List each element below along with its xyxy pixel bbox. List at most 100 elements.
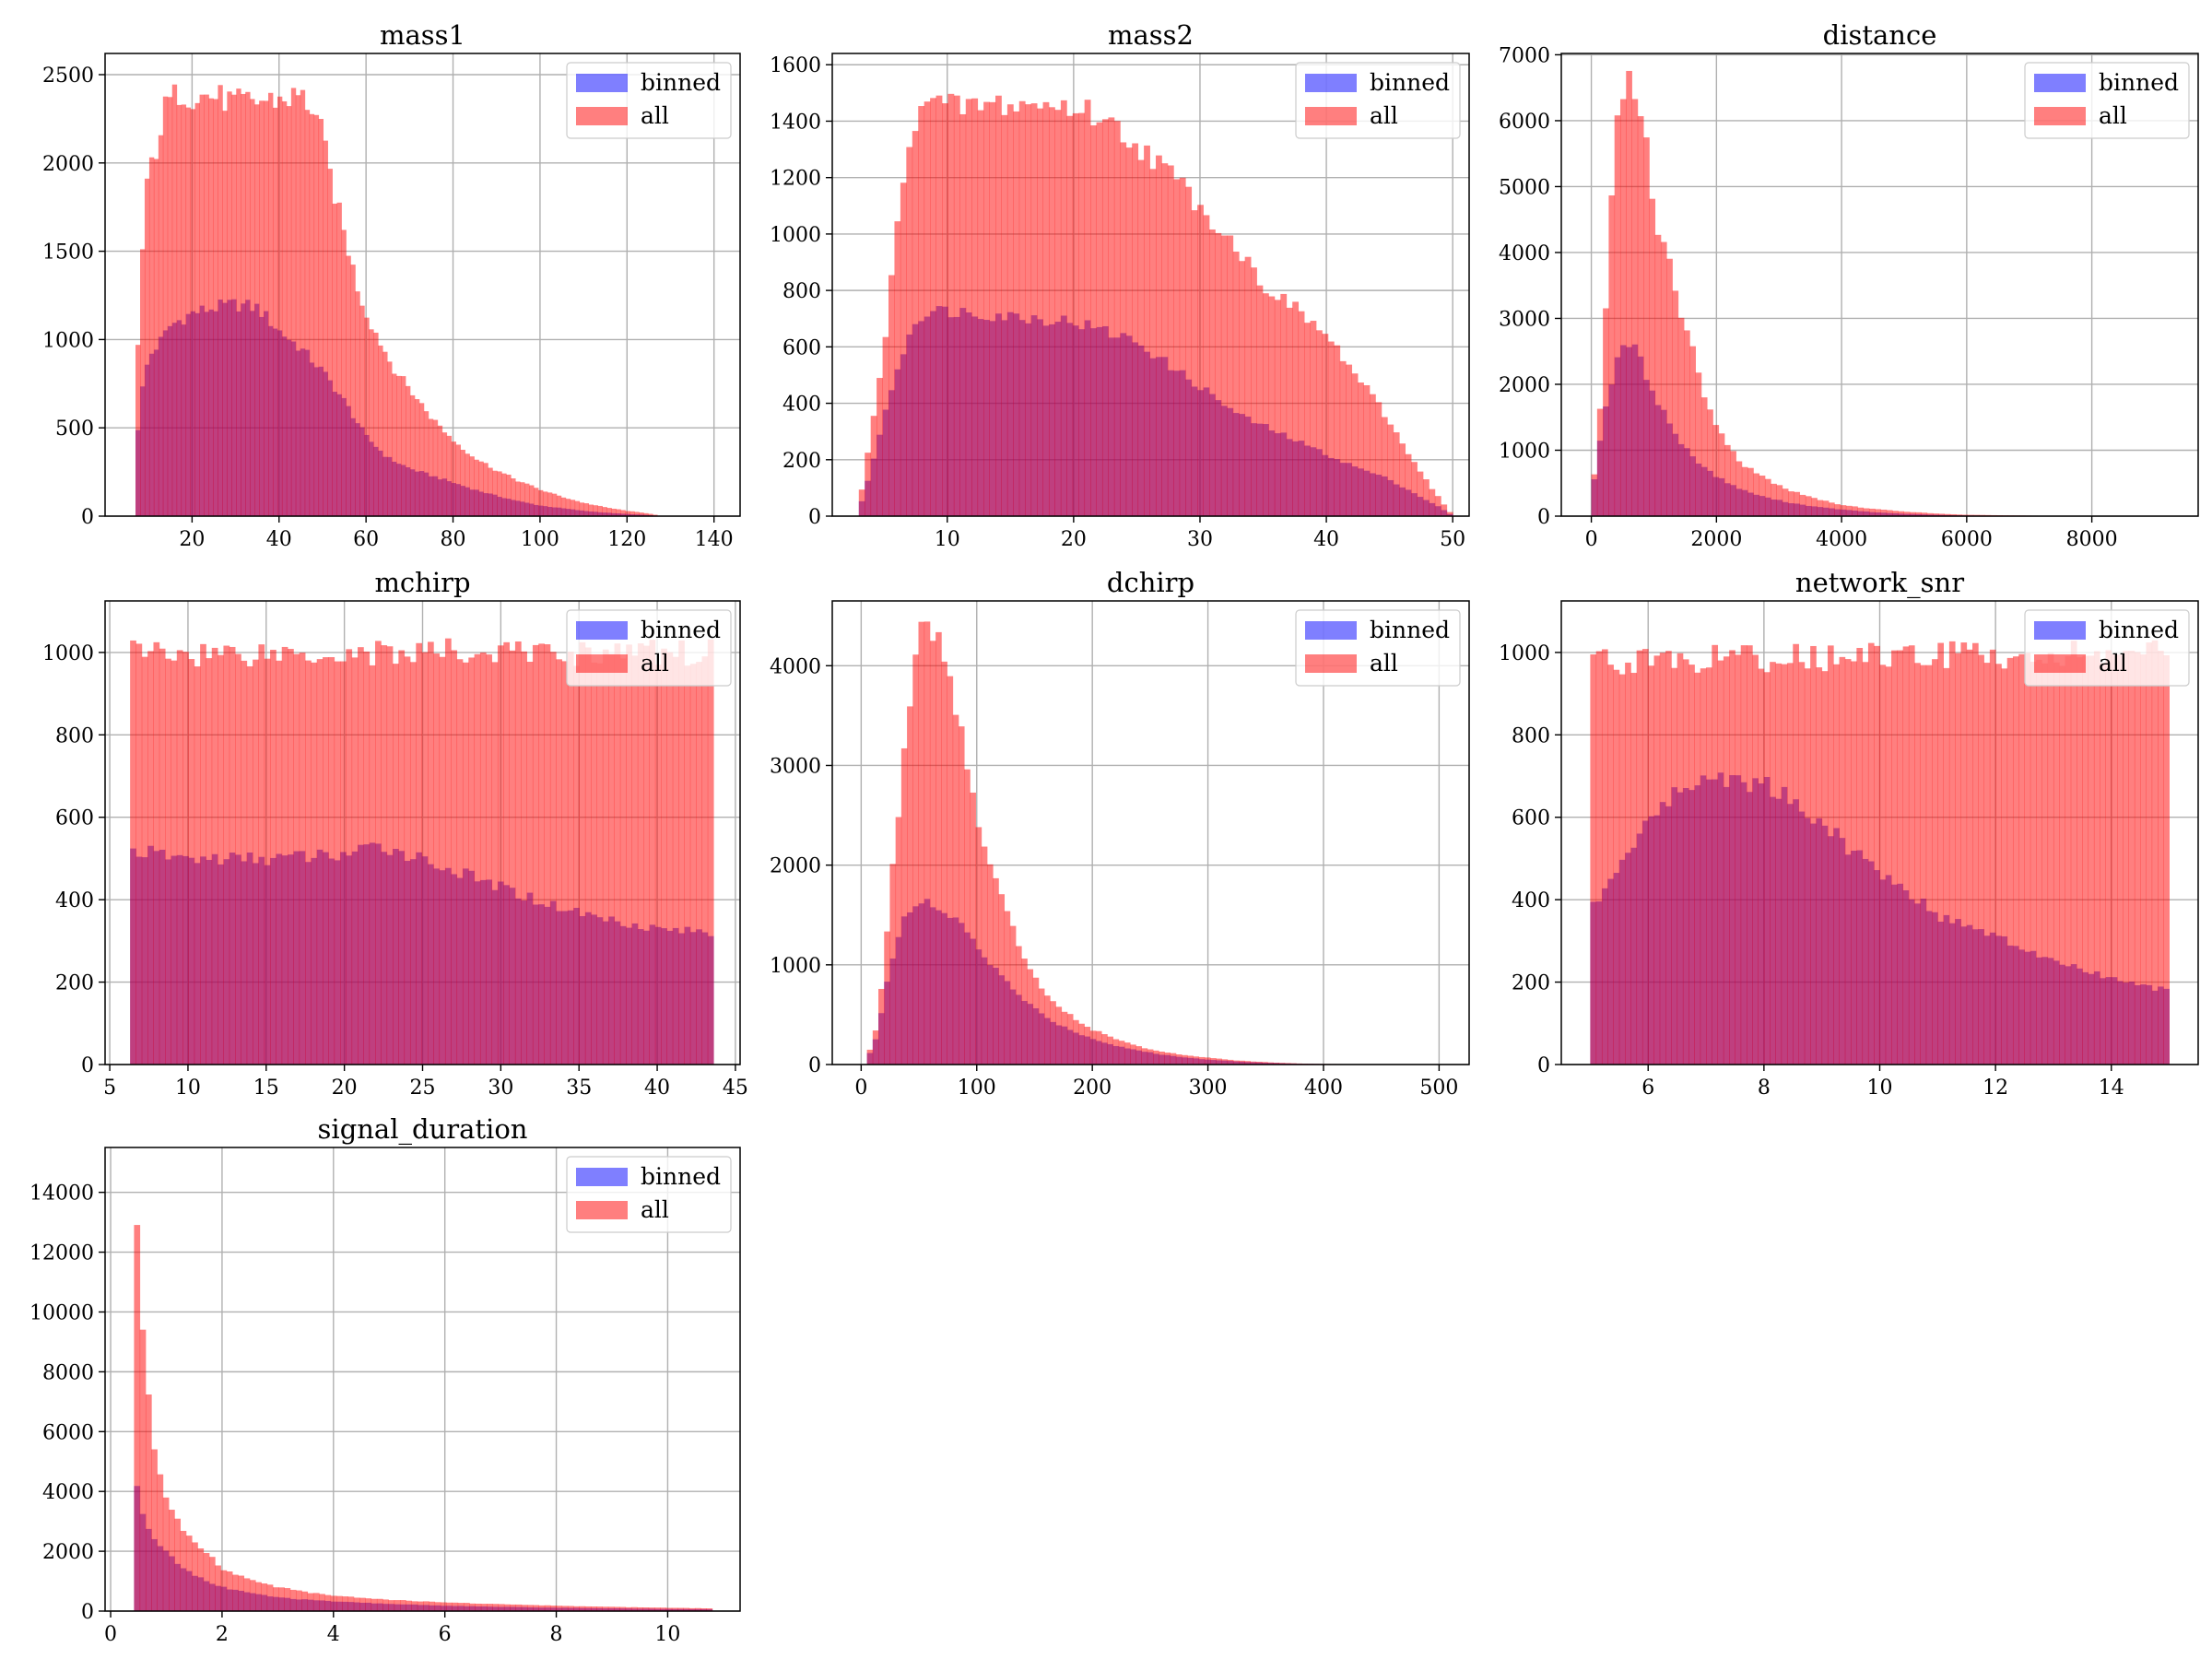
- bar-all: [2128, 651, 2136, 1065]
- bar-all: [544, 1605, 551, 1611]
- bar-all: [236, 88, 241, 516]
- bar-all: [1268, 296, 1276, 516]
- x-tick-label: 500: [1419, 1077, 1458, 1100]
- bar-all: [2024, 653, 2031, 1065]
- bar-all: [1013, 111, 1020, 516]
- bar-all: [369, 665, 376, 1065]
- y-tick-label: 6000: [42, 1421, 94, 1444]
- bar-all: [1614, 115, 1621, 516]
- bar-all: [1833, 664, 1840, 1065]
- bar-all: [1682, 659, 1689, 1065]
- bar-all: [1741, 466, 1748, 516]
- bar-all: [1955, 653, 1961, 1065]
- x-tick-label: 0: [854, 1077, 867, 1100]
- bar-all: [1908, 645, 1915, 1065]
- bar-all: [1434, 496, 1441, 516]
- bar-all: [182, 652, 189, 1065]
- bar-all: [2140, 653, 2147, 1065]
- bar-all: [1771, 483, 1777, 516]
- bar-all: [1255, 1062, 1263, 1065]
- chart-title: mass2: [1108, 19, 1194, 51]
- bar-all: [1363, 384, 1371, 516]
- bar-all: [145, 1394, 152, 1611]
- series-all: [866, 621, 1440, 1065]
- bar-all: [1393, 432, 1400, 516]
- bar-all: [1256, 285, 1264, 516]
- bar-all: [1892, 511, 1899, 516]
- bar-all: [334, 661, 341, 1065]
- bar-all: [1817, 500, 1824, 516]
- bar-all: [935, 95, 943, 517]
- bar-all: [515, 481, 521, 516]
- bar-all: [1781, 664, 1788, 1065]
- bar-all: [912, 131, 919, 516]
- bar-all: [534, 488, 539, 516]
- bar-all: [1788, 491, 1794, 516]
- bar-all: [218, 654, 224, 1065]
- bar-all: [261, 1583, 268, 1611]
- bar-all: [1689, 346, 1696, 516]
- y-tick-label: 400: [55, 889, 94, 912]
- y-tick-label: 1400: [770, 111, 821, 134]
- bar-all: [465, 453, 470, 516]
- bar-all: [1244, 1061, 1251, 1065]
- bar-all: [341, 229, 347, 517]
- bar-all: [401, 376, 406, 516]
- bar-all: [222, 111, 228, 516]
- bar-all: [654, 665, 662, 1065]
- bar-all: [1619, 99, 1627, 516]
- bar-all: [1358, 382, 1364, 516]
- bar-all: [1346, 364, 1353, 516]
- bar-all: [591, 1606, 597, 1611]
- bar-all: [1752, 654, 1759, 1065]
- bar-all: [637, 643, 644, 1065]
- bar-all: [1399, 443, 1406, 516]
- bar-all: [858, 489, 865, 516]
- bar-all: [1763, 672, 1771, 1065]
- bar-all: [423, 411, 429, 516]
- bar-all: [336, 1595, 343, 1611]
- bar-all: [1937, 642, 1944, 1065]
- bar-all: [1637, 116, 1644, 517]
- bar-all: [135, 643, 143, 1065]
- bar-all: [405, 385, 411, 516]
- bar-all: [148, 157, 155, 516]
- bar-all: [971, 98, 979, 517]
- y-tick-label: 400: [1512, 889, 1550, 912]
- x-tick-label: 10: [1867, 1077, 1893, 1100]
- y-tick-label: 500: [55, 418, 94, 441]
- bar-all: [1030, 103, 1038, 517]
- y-tick-label: 1000: [42, 642, 94, 665]
- bar-all: [429, 1601, 436, 1611]
- bar-all: [375, 641, 382, 1065]
- bar-all: [2041, 663, 2049, 1065]
- bar-all: [544, 644, 551, 1065]
- bar-all: [1747, 645, 1753, 1065]
- bar-all: [547, 492, 553, 516]
- bar-all: [346, 649, 353, 1065]
- bar-all: [378, 345, 383, 516]
- bar-all: [409, 394, 416, 516]
- y-tick-label: 800: [1512, 724, 1550, 747]
- bar-all: [1072, 112, 1079, 517]
- bar-all: [970, 792, 976, 1065]
- bar-all: [1775, 663, 1783, 1065]
- bar-all: [952, 714, 959, 1065]
- bar-all: [1221, 1059, 1229, 1065]
- bar-all: [1244, 256, 1252, 516]
- bar-all: [141, 656, 148, 1065]
- bar-all: [1124, 1042, 1131, 1065]
- x-tick-label: 100: [521, 528, 559, 551]
- bar-all: [1078, 1023, 1085, 1065]
- chart-panel-mass1: 20 40 60 80 100 120 140 0 500 1000 1500 2000 2500 mas…: [42, 19, 741, 551]
- bar-all: [272, 1587, 279, 1611]
- bar-all: [238, 1575, 245, 1611]
- legend-label-all: all: [1370, 650, 1398, 677]
- bar-all: [1232, 251, 1240, 516]
- bar-all: [284, 1588, 291, 1611]
- bar-all: [387, 361, 393, 516]
- bar-all: [1811, 498, 1818, 516]
- bar-all: [510, 1604, 516, 1611]
- bar-all: [1441, 504, 1448, 516]
- bar-all: [684, 665, 691, 1065]
